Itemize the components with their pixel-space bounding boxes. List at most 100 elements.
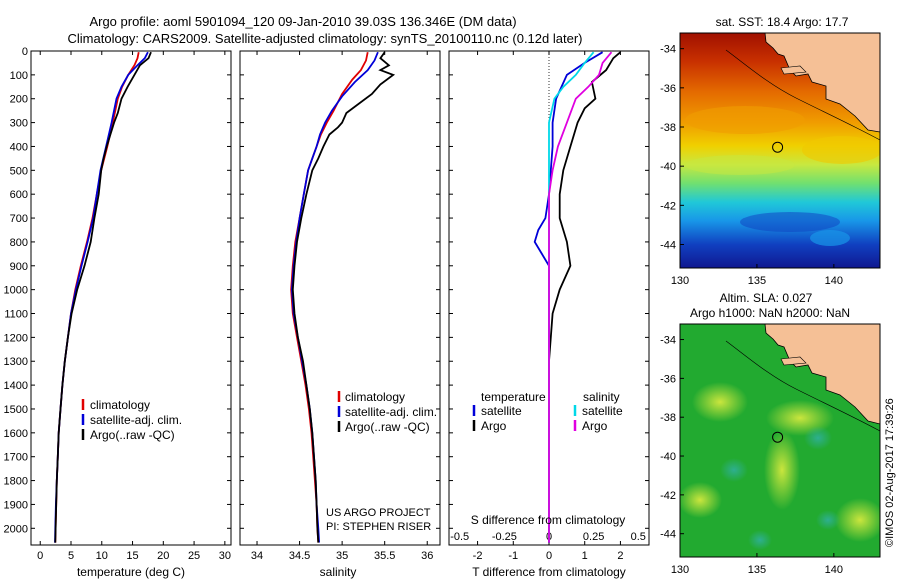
sla-cyan-patch	[816, 510, 840, 530]
sst-kangaroo-island	[780, 65, 807, 75]
series-satellite-adj-clim-	[290, 51, 379, 543]
difference-chart: -2 -1 0 1 2-0.5 -0.25 0 0.25 0.5 T difference fr…	[448, 50, 650, 579]
depth-tick-label: 1100	[4, 309, 28, 321]
legend-s-satellite-label: satellite	[582, 404, 623, 418]
latitude-tick-label: -38	[660, 412, 676, 424]
argo-location-marker	[772, 431, 784, 443]
sla-kangaroo-island	[780, 356, 807, 366]
sst-field	[680, 33, 880, 268]
latitude-tick-label: -38	[660, 122, 676, 134]
series-temperature-satellite	[533, 51, 604, 543]
salinity-xlabel: salinity	[320, 565, 357, 579]
salinity-tick-label: 34.5	[289, 550, 310, 562]
series-salinity-argo	[548, 51, 613, 543]
sst-cool-patch	[685, 155, 795, 175]
imos-timestamp: ©IMOS 02-Aug-2017 17:39:26	[884, 398, 896, 547]
latitude-tick-label: -40	[660, 161, 676, 173]
sla-land	[765, 324, 880, 424]
argo-location-marker	[772, 141, 784, 153]
s-difference-tick-label: 0.5	[631, 531, 646, 543]
longitude-tick-label: 140	[825, 275, 843, 287]
depth-tick-label: 700	[10, 213, 28, 225]
depth-tick-label: 400	[10, 141, 28, 153]
depth-tick-label: 1900	[4, 499, 28, 511]
series-climatology	[54, 52, 140, 543]
longitude-tick-label: 135	[748, 564, 766, 576]
sla-map-subtitle: Argo h1000: NaN h2000: NaN	[690, 306, 850, 320]
depth-tick-label: 1600	[4, 428, 28, 440]
longitude-tick-label: 130	[671, 564, 689, 576]
series-temperature-argo	[548, 51, 621, 543]
sst-map-frame	[679, 32, 881, 269]
sst-blue-patch	[740, 212, 840, 232]
depth-tick-label: 1200	[4, 332, 28, 344]
legend-satellite-label: satellite-adj. clim.	[345, 405, 437, 419]
longitude-tick-label: 130	[671, 275, 689, 287]
sst-coastline	[764, 33, 880, 133]
legend-s-argo-label: Argo	[582, 419, 608, 433]
series-salinity-satellite	[548, 51, 595, 543]
sla-cyan-patch	[720, 458, 748, 482]
series-climatology	[290, 52, 369, 543]
project-annotation: US ARGO PROJECT	[326, 507, 431, 519]
sla-yellow-patch	[835, 498, 880, 542]
t-difference-tick-label: -2	[473, 550, 483, 562]
t-difference-tick-label: -1	[508, 550, 518, 562]
sla-yellow-patch	[680, 482, 722, 518]
sst-land	[765, 33, 880, 132]
latitude-tick-label: -36	[660, 373, 676, 385]
legend-t-argo-label: Argo	[481, 419, 507, 433]
s-difference-tick-label: -0.25	[492, 531, 517, 543]
temperature-tick-label: 20	[157, 550, 169, 562]
t-difference-tick-label: 0	[546, 550, 552, 562]
latitude-tick-label: -40	[660, 451, 676, 463]
longitude-tick-label: 135	[748, 275, 766, 287]
figure-title-line1: Argo profile: aoml 5901094_120 09-Jan-20…	[89, 14, 516, 29]
temperature-tick-label: 15	[126, 550, 138, 562]
sla-cyan-patch	[804, 426, 832, 450]
depth-tick-label: 100	[10, 70, 28, 82]
salinity-tick-label: 36	[421, 550, 433, 562]
sst-yellow-patch	[802, 136, 880, 164]
t-difference-tick-label: 1	[582, 550, 588, 562]
legend-climatology-label: climatology	[345, 390, 405, 404]
depth-tick-label: 1000	[4, 285, 28, 297]
longitude-tick-label: 140	[825, 564, 843, 576]
depth-tick-label: 1400	[4, 380, 28, 392]
depth-tick-label: 2000	[4, 523, 28, 535]
latitude-tick-label: -44	[660, 240, 676, 252]
latitude-tick-label: -44	[660, 529, 676, 541]
temperature-tick-label: 25	[188, 550, 200, 562]
legend-climatology-label: climatology	[90, 398, 150, 412]
sst-shelf-contour	[725, 49, 880, 141]
sst-map-title: sat. SST: 18.4 Argo: 17.7	[716, 15, 849, 29]
depth-tick-label: 1800	[4, 476, 28, 488]
depth-tick-label: 300	[10, 118, 28, 130]
sla-field	[680, 324, 880, 557]
sla-yellow-patch	[764, 430, 800, 510]
salinity-tick-label: 34	[251, 550, 263, 562]
legend-argo-label: Argo(..raw -QC)	[345, 420, 430, 434]
depth-tick-label: 600	[10, 189, 28, 201]
s-difference-xlabel: S difference from climatology	[471, 513, 626, 527]
depth-tick-label: 200	[10, 94, 28, 106]
latitude-tick-label: -42	[660, 200, 676, 212]
sla-coastline	[764, 324, 880, 425]
sst-map: sat. SST: 18.4 Argo: 17.7	[660, 15, 881, 287]
temperature-xlabel: temperature (deg C)	[77, 565, 185, 579]
s-difference-tick-label: 0.25	[583, 531, 604, 543]
depth-tick-label: 500	[10, 165, 28, 177]
temperature-legend: climatology satellite-adj. clim. Argo(..…	[81, 398, 182, 442]
temperature-tick-label: 0	[37, 550, 43, 562]
latitude-tick-label: -34	[660, 335, 676, 347]
depth-tick-label: 800	[10, 237, 28, 249]
sst-warm-patch	[685, 106, 805, 134]
latitude-tick-label: -34	[660, 44, 676, 56]
legend-t-satellite-label: satellite	[481, 404, 522, 418]
legend-temperature-title: temperature	[481, 390, 546, 404]
salinity-chart: 34 34.5 35 35.5 36 salinity climatology sate…	[239, 50, 441, 579]
difference-legend: temperature salinity satellite Argo sate…	[472, 390, 623, 433]
temperature-plot-frame	[30, 50, 232, 546]
salinity-tick-label: 35	[336, 550, 348, 562]
